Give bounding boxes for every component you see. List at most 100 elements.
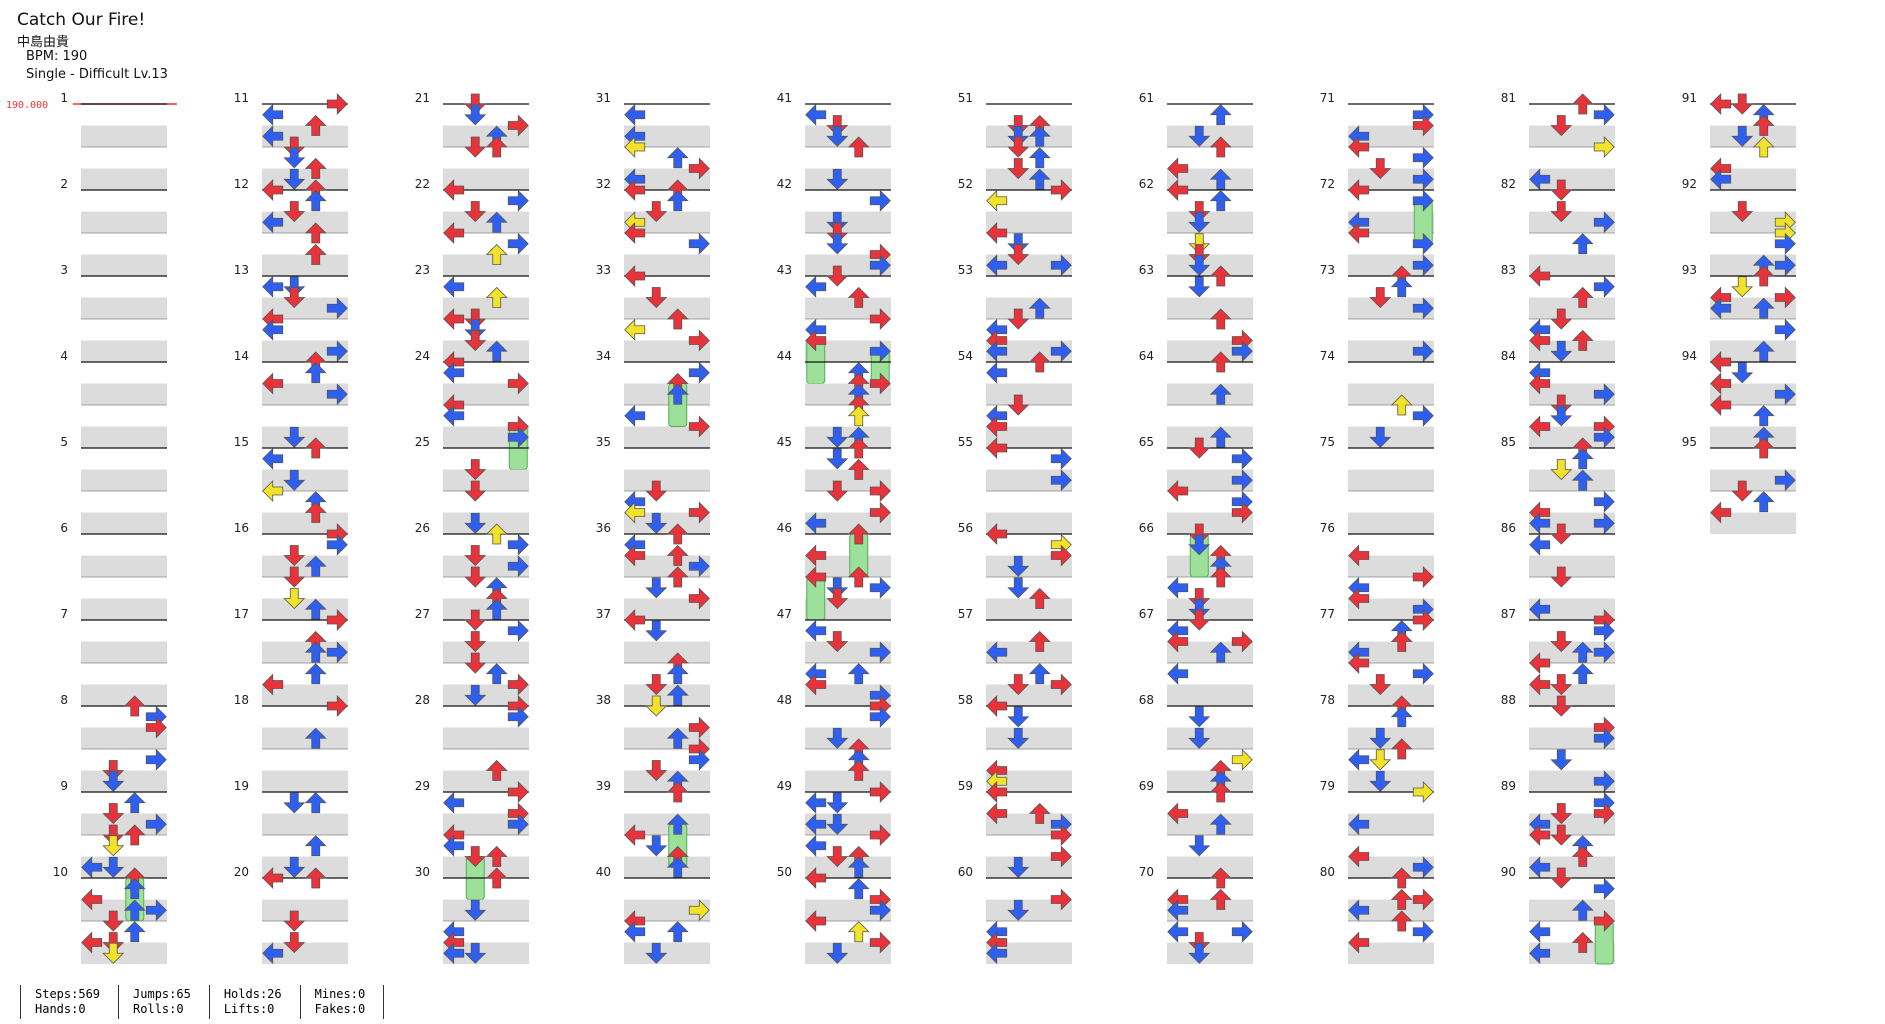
arrow bbox=[645, 760, 668, 782]
arrow bbox=[464, 104, 487, 126]
arrow bbox=[1593, 383, 1615, 406]
arrow bbox=[1390, 276, 1413, 298]
stat: Lifts:0 bbox=[223, 1002, 275, 1016]
arrow bbox=[1412, 888, 1434, 911]
beat-stripe bbox=[805, 211, 891, 233]
beat-stripe bbox=[262, 770, 348, 792]
arrow bbox=[1710, 93, 1732, 115]
arrow bbox=[102, 760, 125, 782]
beat-stripe bbox=[262, 598, 348, 620]
measure-number: 15 bbox=[234, 435, 249, 449]
stat: Jumps:65 bbox=[133, 987, 191, 1001]
beat-stripe bbox=[986, 340, 1072, 362]
measure-number: 17 bbox=[234, 607, 249, 621]
measure-number: 63 bbox=[1139, 263, 1154, 277]
beat-stripe bbox=[1529, 297, 1615, 319]
beat-stripe bbox=[1348, 469, 1434, 491]
beat-stripe bbox=[1167, 598, 1253, 620]
beat-stripe bbox=[624, 469, 710, 491]
arrow bbox=[102, 803, 125, 825]
arrow bbox=[1007, 555, 1030, 577]
arrow bbox=[464, 308, 487, 330]
arrow bbox=[869, 931, 891, 954]
beat-stripe bbox=[624, 168, 710, 190]
arrow bbox=[1390, 630, 1413, 652]
measure-number: 21 bbox=[415, 91, 430, 105]
arrow bbox=[485, 663, 508, 685]
arrow bbox=[1752, 340, 1775, 362]
arrow bbox=[1028, 802, 1051, 824]
arrow bbox=[1390, 910, 1413, 932]
stat: Steps:569 bbox=[35, 987, 101, 1001]
song-title: Catch Our Fire! bbox=[17, 10, 146, 30]
arrow bbox=[1550, 179, 1573, 201]
measure-number: 49 bbox=[777, 779, 792, 793]
arrow bbox=[847, 566, 870, 588]
arrow bbox=[326, 297, 348, 320]
beat-stripe bbox=[986, 426, 1072, 448]
measure-number: 79 bbox=[1320, 779, 1335, 793]
beat-stripe bbox=[986, 641, 1072, 663]
arrow bbox=[464, 942, 487, 964]
arrow bbox=[326, 695, 348, 717]
measure-number: 3 bbox=[60, 263, 68, 277]
beat-stripe bbox=[1167, 813, 1253, 835]
arrow bbox=[826, 265, 849, 287]
beat-stripe bbox=[805, 426, 891, 448]
beat-stripe bbox=[1167, 125, 1253, 147]
arrow bbox=[1028, 630, 1051, 652]
beat-stripe bbox=[443, 727, 529, 749]
arrow bbox=[443, 361, 465, 384]
arrow bbox=[507, 114, 529, 137]
stat: Hands:0 bbox=[35, 1002, 86, 1016]
measure-number: 83 bbox=[1501, 263, 1516, 277]
measure-number: 30 bbox=[415, 865, 430, 879]
beat-stripe bbox=[805, 598, 891, 620]
stat: Fakes:0 bbox=[314, 1002, 366, 1016]
beat-stripe bbox=[986, 125, 1072, 147]
arrow bbox=[304, 555, 327, 577]
arrow bbox=[1550, 459, 1573, 481]
arrow bbox=[283, 426, 306, 448]
measure-number: 45 bbox=[777, 435, 792, 449]
arrow bbox=[283, 792, 306, 814]
arrow bbox=[688, 157, 710, 180]
arrow bbox=[1188, 727, 1211, 749]
measure-number: 82 bbox=[1501, 177, 1516, 191]
arrow bbox=[1593, 275, 1615, 298]
beat-stripe bbox=[443, 426, 529, 448]
beat-stripe bbox=[1167, 426, 1253, 448]
beat-stripe bbox=[1167, 512, 1253, 534]
beat-stripe bbox=[1167, 340, 1253, 362]
arrow bbox=[1188, 588, 1211, 610]
arrow bbox=[1752, 437, 1775, 459]
arrow bbox=[645, 577, 668, 599]
beat-stripe bbox=[986, 469, 1072, 491]
arrow bbox=[1529, 652, 1551, 674]
arrow bbox=[1231, 630, 1253, 653]
arrow bbox=[1050, 824, 1072, 846]
arrow bbox=[1593, 802, 1615, 825]
arrow bbox=[805, 329, 827, 352]
arrow bbox=[304, 792, 327, 814]
arrow bbox=[645, 674, 668, 696]
measure-number: 80 bbox=[1320, 865, 1335, 879]
beat-stripe bbox=[443, 899, 529, 921]
beat-stripe bbox=[1529, 598, 1615, 620]
beat-stripe bbox=[624, 426, 710, 448]
beat-stripe bbox=[443, 770, 529, 792]
arrow bbox=[869, 189, 891, 212]
arrow bbox=[847, 286, 870, 308]
arrow bbox=[1209, 888, 1232, 910]
beat-stripe bbox=[1167, 383, 1253, 405]
arrow bbox=[666, 727, 689, 749]
measure-number: 77 bbox=[1320, 607, 1335, 621]
arrow bbox=[1007, 125, 1030, 147]
arrow bbox=[986, 254, 1008, 277]
arrow bbox=[1050, 544, 1072, 567]
beat-stripe bbox=[1529, 899, 1615, 921]
arrow bbox=[1028, 125, 1051, 147]
beat-stripe bbox=[624, 770, 710, 792]
measure-number: 16 bbox=[234, 521, 249, 535]
measure-number: 43 bbox=[777, 263, 792, 277]
